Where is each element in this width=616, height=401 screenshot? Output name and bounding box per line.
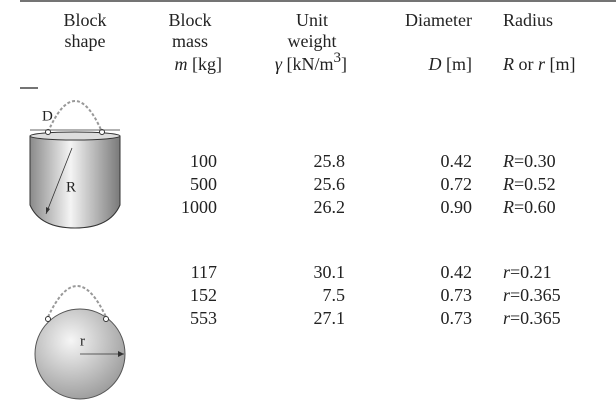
- cell: 0.73: [441, 285, 473, 305]
- arrow-head: [118, 351, 124, 357]
- cell-part: R: [502, 151, 514, 171]
- cell: 25.6: [314, 174, 346, 194]
- header: mass: [172, 31, 208, 51]
- cell-part: =0.30: [514, 151, 556, 171]
- cell: 500: [190, 174, 217, 194]
- cell: 152: [190, 285, 217, 305]
- header: Block: [169, 10, 212, 30]
- header-part: m: [175, 54, 188, 74]
- header: D [m]: [428, 54, 473, 74]
- figure-label: D: [42, 108, 53, 124]
- cell: 100: [190, 151, 217, 171]
- header: Radius: [503, 10, 553, 30]
- header-part: or: [514, 54, 538, 74]
- hook: [45, 316, 51, 322]
- cell: 0.42: [441, 262, 473, 282]
- cell-part: =0.21: [510, 262, 552, 282]
- header-part: ]: [341, 54, 347, 74]
- cell: 1000: [181, 197, 217, 217]
- header: weight: [288, 31, 337, 51]
- header: m [kg]: [175, 54, 223, 74]
- cell-part: R: [502, 174, 514, 194]
- cell: 7.5: [323, 285, 346, 305]
- header: Block: [64, 10, 107, 30]
- figure-label: R: [66, 179, 76, 195]
- header: Diameter: [405, 10, 472, 30]
- cell: 30.1: [314, 262, 346, 282]
- cell: R=0.30: [502, 151, 556, 171]
- cell: r=0.365: [503, 285, 561, 305]
- cell-part: R: [502, 197, 514, 217]
- header-part: [kN/m: [282, 54, 334, 74]
- header-part: r: [538, 54, 546, 74]
- cell: 0.72: [441, 174, 473, 194]
- header-part: [m]: [442, 54, 473, 74]
- header-part: γ: [275, 54, 283, 74]
- header: γ [kN/m3]: [275, 50, 347, 74]
- radius-arrow: [45, 147, 73, 215]
- cylinder-top: [29, 131, 121, 141]
- cell: 0.42: [441, 151, 473, 171]
- header-part: D: [428, 54, 442, 74]
- cell: 0.73: [441, 308, 473, 328]
- cell-part: =0.60: [514, 197, 556, 217]
- handle: [47, 100, 103, 133]
- cell-part: =0.365: [510, 285, 561, 305]
- cell: 553: [190, 308, 217, 328]
- cell: 26.2: [314, 197, 346, 217]
- cell: R=0.52: [502, 174, 556, 194]
- cell-part: r: [503, 308, 511, 328]
- hook: [99, 129, 105, 135]
- cell: r=0.365: [503, 308, 561, 328]
- header: shape: [65, 31, 106, 51]
- header-part: [m]: [545, 54, 576, 74]
- arrow-head: [46, 207, 50, 214]
- hook: [103, 316, 109, 322]
- hook: [45, 129, 51, 135]
- header: Unit: [296, 10, 328, 30]
- cell: 27.1: [314, 308, 346, 328]
- header-part: R: [502, 54, 514, 74]
- cell: r=0.21: [503, 262, 552, 282]
- handle: [47, 285, 107, 318]
- cell-part: =0.365: [510, 308, 561, 328]
- cell: 0.90: [441, 197, 473, 217]
- header: R or r [m]: [502, 54, 576, 74]
- cell-part: r: [503, 262, 511, 282]
- cell: 117: [191, 262, 217, 282]
- header-part: [kg]: [188, 54, 223, 74]
- header-part: 3: [334, 50, 342, 66]
- cylinder: [29, 135, 121, 229]
- figure-label: r: [80, 333, 85, 349]
- cell: R=0.60: [502, 197, 556, 217]
- cell: 25.8: [314, 151, 346, 171]
- cell-part: =0.52: [514, 174, 556, 194]
- cell-part: r: [503, 285, 511, 305]
